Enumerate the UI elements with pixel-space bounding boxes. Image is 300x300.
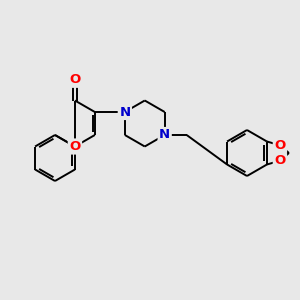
Text: O: O xyxy=(69,140,80,153)
Text: O: O xyxy=(274,139,286,152)
Text: O: O xyxy=(69,73,80,86)
Text: O: O xyxy=(274,154,286,167)
Text: N: N xyxy=(159,128,170,142)
Text: N: N xyxy=(119,106,130,118)
